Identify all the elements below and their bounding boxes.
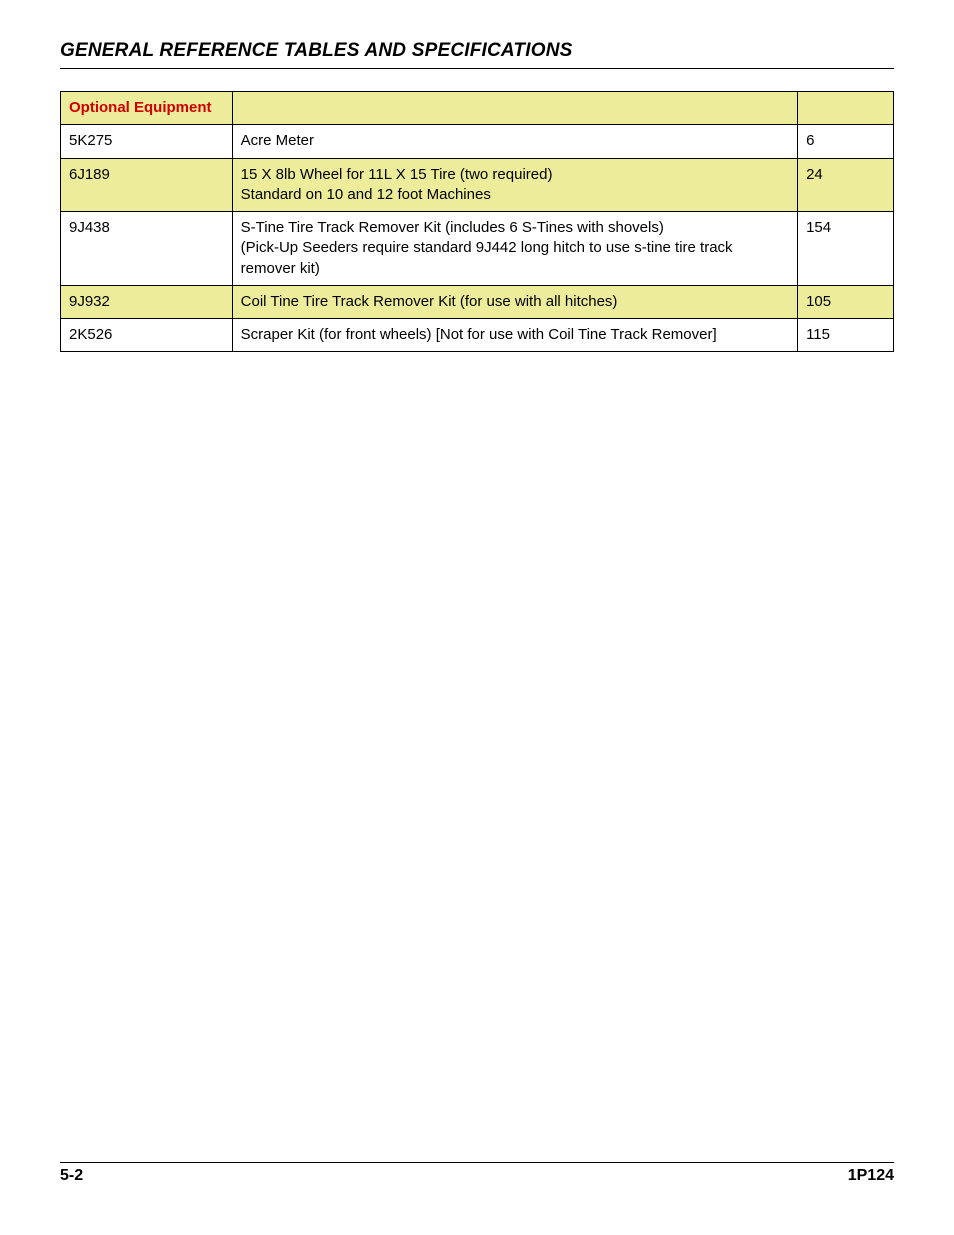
cell-value: 115 xyxy=(798,319,894,352)
cell-description: 15 X 8lb Wheel for 11L X 15 Tire (two re… xyxy=(232,158,797,212)
cell-description: Scraper Kit (for front wheels) [Not for … xyxy=(232,319,797,352)
page-footer: 5-2 1P124 xyxy=(60,1162,894,1185)
table-row: 9J932Coil Tine Tire Track Remover Kit (f… xyxy=(61,285,894,318)
page-title: GENERAL REFERENCE TABLES AND SPECIFICATI… xyxy=(60,40,894,69)
cell-value: 6 xyxy=(798,125,894,158)
cell-value: 154 xyxy=(798,212,894,286)
table-header-empty-val xyxy=(798,92,894,125)
cell-value: 105 xyxy=(798,285,894,318)
cell-code: 5K275 xyxy=(61,125,233,158)
footer-doc-id: 1P124 xyxy=(848,1167,894,1185)
table-row: 5K275Acre Meter6 xyxy=(61,125,894,158)
cell-code: 9J438 xyxy=(61,212,233,286)
table-header-empty-desc xyxy=(232,92,797,125)
table-row: 6J18915 X 8lb Wheel for 11L X 15 Tire (t… xyxy=(61,158,894,212)
page: GENERAL REFERENCE TABLES AND SPECIFICATI… xyxy=(0,0,954,1235)
cell-code: 6J189 xyxy=(61,158,233,212)
cell-code: 9J932 xyxy=(61,285,233,318)
table-header-label: Optional Equipment xyxy=(61,92,233,125)
cell-description: S-Tine Tire Track Remover Kit (includes … xyxy=(232,212,797,286)
cell-description: Coil Tine Tire Track Remover Kit (for us… xyxy=(232,285,797,318)
table-row: 2K526Scraper Kit (for front wheels) [Not… xyxy=(61,319,894,352)
cell-description: Acre Meter xyxy=(232,125,797,158)
optional-equipment-table: Optional Equipment 5K275Acre Meter66J189… xyxy=(60,91,894,352)
table-header-row: Optional Equipment xyxy=(61,92,894,125)
footer-page-number: 5-2 xyxy=(60,1167,83,1185)
cell-code: 2K526 xyxy=(61,319,233,352)
cell-value: 24 xyxy=(798,158,894,212)
table-row: 9J438S-Tine Tire Track Remover Kit (incl… xyxy=(61,212,894,286)
